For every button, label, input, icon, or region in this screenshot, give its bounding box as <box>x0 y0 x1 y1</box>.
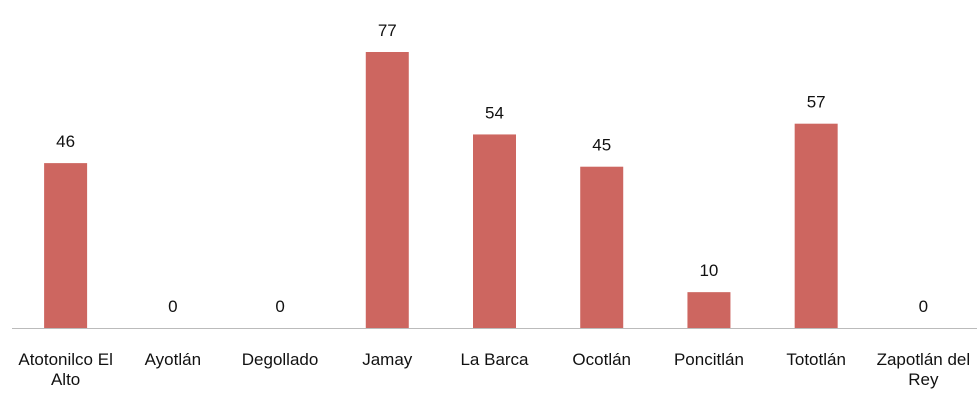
data-label: 54 <box>485 103 504 122</box>
x-tick-label: Ayotlán <box>144 350 202 369</box>
data-label: 57 <box>807 93 826 112</box>
data-label: 0 <box>919 297 928 316</box>
bar <box>473 134 516 328</box>
data-label: 45 <box>592 136 611 155</box>
data-label: 77 <box>378 21 397 40</box>
bar <box>687 292 731 328</box>
x-tick-label: Degollado <box>241 350 319 369</box>
x-tick-label: Tototlán <box>786 350 846 369</box>
data-label: 10 <box>699 261 718 280</box>
x-tick-label: Ocotlán <box>572 350 632 369</box>
bar <box>794 123 838 328</box>
x-tick-label: Poncitlán <box>673 350 744 369</box>
x-tick-label: Atotonilco El Alto <box>18 350 113 389</box>
data-label: 46 <box>56 132 75 151</box>
bar <box>365 52 409 328</box>
bar <box>580 166 624 328</box>
data-label: 0 <box>275 297 284 316</box>
x-tick-label: Jamay <box>362 350 413 369</box>
bar <box>44 163 88 328</box>
x-tick-label: Zapotlán del Rey <box>876 350 971 389</box>
x-tick-label: La Barca <box>460 350 529 369</box>
data-label: 0 <box>168 297 177 316</box>
